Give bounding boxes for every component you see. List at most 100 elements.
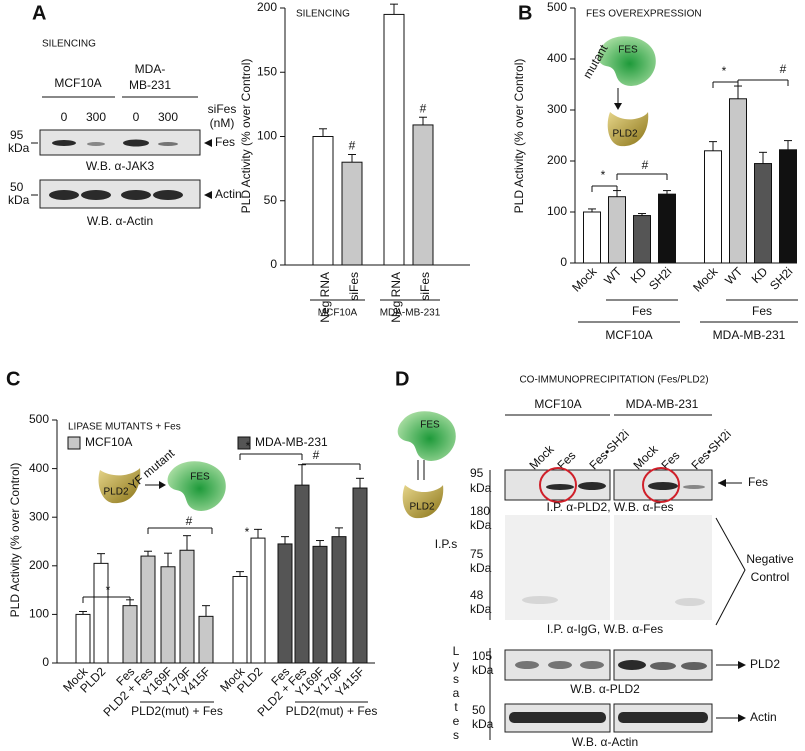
- significance-mark: #: [642, 158, 649, 172]
- x-tick-label: WT: [722, 264, 746, 288]
- legend-swatch: [67, 436, 81, 450]
- significance-mark: #: [186, 514, 193, 528]
- icon-label: PLD2: [409, 502, 434, 513]
- band: [153, 190, 183, 200]
- highlight-circle: [539, 467, 577, 503]
- blot-target: Actin: [750, 710, 777, 724]
- blot-caption: W.B. α-Actin: [87, 214, 153, 228]
- x-tick-label: WT: [601, 264, 625, 288]
- kda-label: kDa: [470, 602, 492, 616]
- kda-label: 50: [10, 180, 24, 194]
- significance-mark: #: [349, 139, 356, 153]
- panel-title: CO-IMMUNOPRECIPITATION (Fes/PLD2): [519, 375, 708, 386]
- x-tick-label: SH2i: [646, 264, 674, 292]
- bar: [312, 545, 328, 664]
- dose-label: (nM): [210, 116, 235, 130]
- kda-label: 50: [472, 703, 486, 717]
- arrowhead: [614, 103, 622, 110]
- y-tick-label: 200: [257, 0, 277, 14]
- bar: [352, 487, 368, 664]
- lysates-letter: y: [453, 658, 459, 672]
- y-tick-label: 100: [547, 204, 567, 218]
- cell-line: MCF10A: [54, 76, 101, 90]
- blot-caption: W.B. α-Actin: [572, 735, 638, 749]
- kda-label: kDa: [8, 193, 30, 207]
- band: [123, 139, 149, 147]
- blot-target: Fes: [215, 135, 235, 149]
- band: [515, 661, 539, 669]
- lysates-letter: s: [453, 672, 459, 686]
- panel-label: A: [32, 2, 46, 24]
- blot-caption: I.P. α-IgG, W.B. α-Fes: [547, 622, 663, 636]
- chart-title: LIPASE MUTANTS + Fes: [68, 422, 181, 433]
- bar: [583, 211, 601, 264]
- bar: [198, 615, 214, 664]
- fes-icon: [597, 36, 656, 86]
- y-tick-label: 400: [547, 51, 567, 65]
- bar: [608, 196, 626, 264]
- y-tick-label: 200: [29, 558, 49, 572]
- significance-mark: *: [106, 583, 111, 597]
- bar: [140, 555, 156, 664]
- dose-label: siFes: [208, 102, 237, 116]
- bar: [232, 575, 248, 664]
- y-tick-label: 400: [29, 461, 49, 475]
- y-tick-label: 0: [560, 255, 567, 269]
- y-tick-label: 300: [547, 102, 567, 116]
- lysates-letter: t: [454, 700, 458, 714]
- kda-label: kDa: [8, 141, 30, 155]
- kda-label: 48: [470, 588, 484, 602]
- x-tick-label: siFes: [347, 272, 361, 301]
- x-tick-label: siFes: [418, 272, 432, 301]
- lysates-letter: a: [453, 686, 460, 700]
- legend-label: MCF10A: [85, 435, 132, 449]
- y-axis-label: PLD Activity (% over Control): [8, 463, 22, 618]
- kda-label: kDa: [470, 481, 492, 495]
- lysates-letter: e: [453, 714, 460, 728]
- y-tick-label: 150: [257, 64, 277, 78]
- y-tick-label: 0: [270, 257, 277, 271]
- ips-label: I.P.s: [435, 537, 457, 551]
- arrowhead: [159, 481, 166, 489]
- group-label: Fes: [632, 304, 652, 318]
- band: [81, 190, 111, 200]
- kda-label: 105: [472, 649, 492, 663]
- blot-target: Fes: [748, 475, 768, 489]
- x-tick-label: SH2i: [767, 264, 795, 292]
- kda-label: 75: [470, 547, 484, 561]
- y-tick-label: 100: [257, 129, 277, 143]
- arrowhead: [718, 479, 726, 487]
- bar: [729, 98, 747, 264]
- bar: [122, 605, 138, 664]
- cell-line: MDA-MB-231: [626, 397, 699, 411]
- pld2-icon: [402, 485, 444, 519]
- group-label: Fes: [752, 304, 772, 318]
- y-tick-label: 200: [547, 153, 567, 167]
- band: [158, 142, 178, 146]
- bar: [331, 536, 347, 664]
- band: [580, 661, 604, 669]
- panel-label: C: [6, 368, 20, 390]
- legend-swatch: [237, 436, 251, 450]
- band: [52, 140, 76, 146]
- significance-mark: #: [313, 448, 320, 462]
- band: [618, 660, 646, 670]
- bar: [412, 124, 434, 266]
- fes-icon: [397, 411, 456, 461]
- y-axis-label: PLD Activity (% over Control): [239, 59, 253, 214]
- y-tick-label: 500: [29, 412, 49, 426]
- x-tick-label: Mock: [690, 264, 721, 295]
- lane-label: Fes•SH2i: [586, 427, 631, 472]
- kda-label: 95: [10, 128, 24, 142]
- bar: [341, 161, 363, 266]
- cell-line: MCF10A: [534, 397, 581, 411]
- cell-line: MDA-: [135, 62, 166, 76]
- y-tick-label: 500: [547, 0, 567, 14]
- x-tick-label: Neg RNA: [318, 272, 332, 323]
- band: [681, 662, 707, 670]
- y-tick-label: 50: [264, 193, 278, 207]
- bar: [93, 562, 109, 664]
- legend-label: MDA-MB-231: [255, 435, 328, 449]
- kda-label: kDa: [472, 717, 494, 731]
